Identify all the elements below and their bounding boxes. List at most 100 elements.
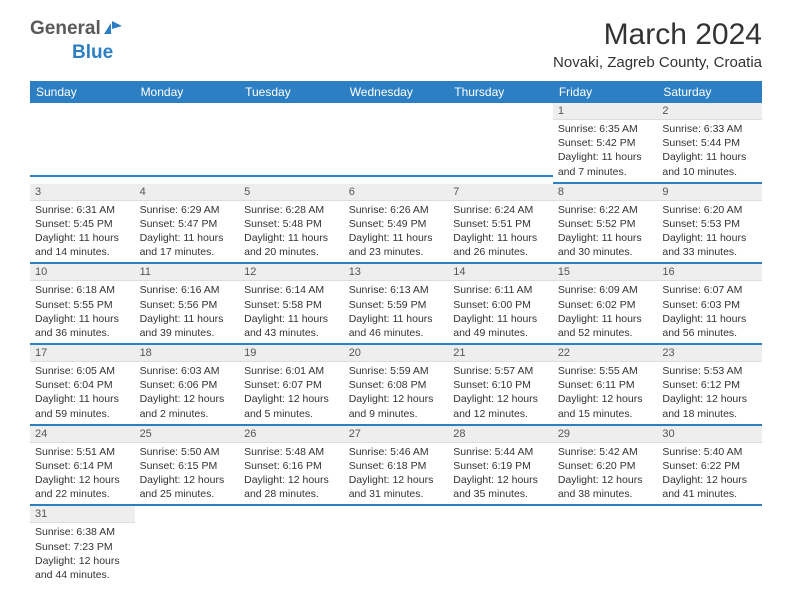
day-number: 9 [657,184,762,201]
day-content: Sunrise: 6:29 AMSunset: 5:47 PMDaylight:… [135,201,240,265]
calendar-cell: 29Sunrise: 5:42 AMSunset: 6:20 PMDayligh… [553,426,658,507]
calendar-cell: 5Sunrise: 6:28 AMSunset: 5:48 PMDaylight… [239,184,344,265]
header-row: Sunday Monday Tuesday Wednesday Thursday… [30,81,762,103]
day-content: Sunrise: 6:18 AMSunset: 5:55 PMDaylight:… [30,281,135,345]
day-content: Sunrise: 6:38 AMSunset: 7:23 PMDaylight:… [30,523,135,585]
calendar-cell: 4Sunrise: 6:29 AMSunset: 5:47 PMDaylight… [135,184,240,265]
day-content: Sunrise: 5:46 AMSunset: 6:18 PMDaylight:… [344,443,449,507]
day-number: 24 [30,426,135,443]
day-content: Sunrise: 6:35 AMSunset: 5:42 PMDaylight:… [553,120,658,184]
day-number: 7 [448,184,553,201]
calendar-cell [239,506,344,586]
day-number: 15 [553,264,658,281]
calendar-row: 1Sunrise: 6:35 AMSunset: 5:42 PMDaylight… [30,103,762,184]
calendar-cell [135,103,240,184]
calendar-table: Sunday Monday Tuesday Wednesday Thursday… [30,81,762,586]
day-content: Sunrise: 6:05 AMSunset: 6:04 PMDaylight:… [30,362,135,426]
day-content: Sunrise: 6:16 AMSunset: 5:56 PMDaylight:… [135,281,240,345]
calendar-cell: 7Sunrise: 6:24 AMSunset: 5:51 PMDaylight… [448,184,553,265]
calendar-row: 17Sunrise: 6:05 AMSunset: 6:04 PMDayligh… [30,345,762,426]
calendar-cell: 28Sunrise: 5:44 AMSunset: 6:19 PMDayligh… [448,426,553,507]
day-number: 29 [553,426,658,443]
day-content: Sunrise: 6:26 AMSunset: 5:49 PMDaylight:… [344,201,449,265]
calendar-cell: 20Sunrise: 5:59 AMSunset: 6:08 PMDayligh… [344,345,449,426]
calendar-cell [448,506,553,586]
calendar-cell: 11Sunrise: 6:16 AMSunset: 5:56 PMDayligh… [135,264,240,345]
calendar-cell: 9Sunrise: 6:20 AMSunset: 5:53 PMDaylight… [657,184,762,265]
day-content: Sunrise: 6:24 AMSunset: 5:51 PMDaylight:… [448,201,553,265]
col-thursday: Thursday [448,81,553,103]
calendar-cell: 31Sunrise: 6:38 AMSunset: 7:23 PMDayligh… [30,506,135,586]
calendar-cell: 30Sunrise: 5:40 AMSunset: 6:22 PMDayligh… [657,426,762,507]
day-number: 30 [657,426,762,443]
calendar-row: 24Sunrise: 5:51 AMSunset: 6:14 PMDayligh… [30,426,762,507]
day-number: 27 [344,426,449,443]
day-number: 18 [135,345,240,362]
col-wednesday: Wednesday [344,81,449,103]
calendar-cell: 16Sunrise: 6:07 AMSunset: 6:03 PMDayligh… [657,264,762,345]
col-tuesday: Tuesday [239,81,344,103]
calendar-cell: 25Sunrise: 5:50 AMSunset: 6:15 PMDayligh… [135,426,240,507]
day-content: Sunrise: 6:01 AMSunset: 6:07 PMDaylight:… [239,362,344,426]
day-content: Sunrise: 5:48 AMSunset: 6:16 PMDaylight:… [239,443,344,507]
day-content: Sunrise: 6:11 AMSunset: 6:00 PMDaylight:… [448,281,553,345]
calendar-cell: 15Sunrise: 6:09 AMSunset: 6:02 PMDayligh… [553,264,658,345]
day-content: Sunrise: 5:55 AMSunset: 6:11 PMDaylight:… [553,362,658,426]
calendar-cell [448,103,553,184]
logo-text-blue: Blue [72,42,113,63]
day-content: Sunrise: 6:33 AMSunset: 5:44 PMDaylight:… [657,120,762,184]
day-number: 16 [657,264,762,281]
day-number: 10 [30,264,135,281]
day-content: Sunrise: 5:50 AMSunset: 6:15 PMDaylight:… [135,443,240,507]
day-content: Sunrise: 6:22 AMSunset: 5:52 PMDaylight:… [553,201,658,265]
calendar-cell: 22Sunrise: 5:55 AMSunset: 6:11 PMDayligh… [553,345,658,426]
location-text: Novaki, Zagreb County, Croatia [553,54,762,71]
day-content: Sunrise: 6:13 AMSunset: 5:59 PMDaylight:… [344,281,449,345]
day-number: 20 [344,345,449,362]
day-number: 11 [135,264,240,281]
calendar-cell: 14Sunrise: 6:11 AMSunset: 6:00 PMDayligh… [448,264,553,345]
calendar-cell: 19Sunrise: 6:01 AMSunset: 6:07 PMDayligh… [239,345,344,426]
calendar-cell: 17Sunrise: 6:05 AMSunset: 6:04 PMDayligh… [30,345,135,426]
day-number: 23 [657,345,762,362]
day-number: 17 [30,345,135,362]
day-number: 4 [135,184,240,201]
day-number: 1 [553,103,658,120]
day-number: 21 [448,345,553,362]
day-content: Sunrise: 5:53 AMSunset: 6:12 PMDaylight:… [657,362,762,426]
logo: General [30,18,124,40]
calendar-cell [657,506,762,586]
calendar-cell [30,103,135,184]
day-number: 25 [135,426,240,443]
day-content: Sunrise: 5:42 AMSunset: 6:20 PMDaylight:… [553,443,658,507]
day-content: Sunrise: 6:28 AMSunset: 5:48 PMDaylight:… [239,201,344,265]
calendar-cell [344,103,449,184]
calendar-cell: 10Sunrise: 6:18 AMSunset: 5:55 PMDayligh… [30,264,135,345]
day-content: Sunrise: 6:14 AMSunset: 5:58 PMDaylight:… [239,281,344,345]
calendar-cell [135,506,240,586]
day-number: 6 [344,184,449,201]
day-number: 3 [30,184,135,201]
header: General March 2024 Novaki, Zagreb County… [0,0,792,75]
logo-sub: Blue [30,42,113,64]
day-content: Sunrise: 5:40 AMSunset: 6:22 PMDaylight:… [657,443,762,507]
day-content: Sunrise: 5:51 AMSunset: 6:14 PMDaylight:… [30,443,135,507]
day-content: Sunrise: 6:31 AMSunset: 5:45 PMDaylight:… [30,201,135,265]
calendar-cell: 21Sunrise: 5:57 AMSunset: 6:10 PMDayligh… [448,345,553,426]
logo-flag-icon [104,21,122,34]
calendar-row: 10Sunrise: 6:18 AMSunset: 5:55 PMDayligh… [30,264,762,345]
month-title: March 2024 [553,18,762,52]
day-number: 14 [448,264,553,281]
col-sunday: Sunday [30,81,135,103]
day-number: 19 [239,345,344,362]
calendar-cell: 27Sunrise: 5:46 AMSunset: 6:18 PMDayligh… [344,426,449,507]
logo-text-general: General [30,18,101,40]
title-block: March 2024 Novaki, Zagreb County, Croati… [553,18,762,71]
day-number: 8 [553,184,658,201]
day-number: 31 [30,506,135,523]
day-number: 12 [239,264,344,281]
day-content: Sunrise: 6:03 AMSunset: 6:06 PMDaylight:… [135,362,240,426]
day-content: Sunrise: 6:09 AMSunset: 6:02 PMDaylight:… [553,281,658,345]
day-number: 22 [553,345,658,362]
calendar-row: 31Sunrise: 6:38 AMSunset: 7:23 PMDayligh… [30,506,762,586]
